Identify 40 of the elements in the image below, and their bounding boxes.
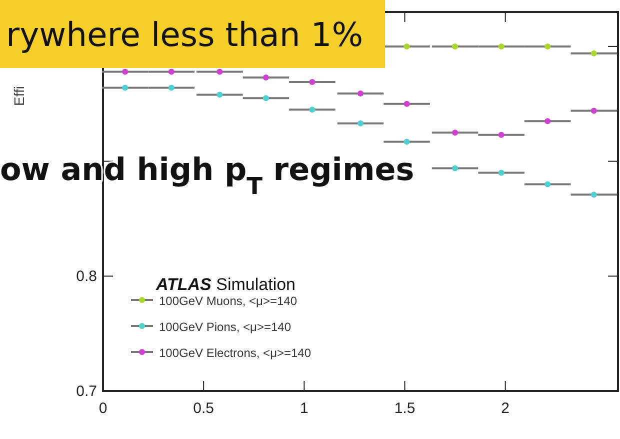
point — [358, 120, 364, 126]
y-tick-label: 0.8 — [76, 268, 97, 286]
point — [590, 108, 597, 114]
x-tick-label: 2 — [501, 400, 510, 417]
point — [452, 130, 458, 136]
x-tick-label: 0 — [98, 400, 108, 417]
point — [404, 138, 410, 145]
point — [452, 165, 458, 172]
x-tick-label: 1 — [300, 400, 308, 417]
x-tick-label: 0.5 — [193, 400, 214, 417]
y-tick-label: 0.7 — [76, 383, 97, 400]
point — [122, 84, 128, 91]
point — [216, 68, 223, 75]
point — [544, 43, 551, 50]
point — [498, 170, 504, 176]
legend-label: 100GeV Muons, <μ>=140 — [159, 294, 298, 308]
point — [309, 106, 316, 113]
y-axis-title: Effi — [11, 86, 27, 106]
annotation: rywhere less than 1% — [6, 15, 364, 54]
x-tick-label: 1.5 — [394, 400, 416, 417]
point — [168, 68, 174, 75]
point — [498, 43, 504, 50]
point — [122, 68, 128, 75]
point — [262, 95, 269, 102]
point — [216, 92, 223, 98]
point — [168, 84, 174, 91]
annotation: ATLAS Simulation — [155, 275, 296, 294]
point — [309, 79, 316, 86]
legend-label: 100GeV Pions, <μ>=140 — [159, 320, 292, 334]
point — [358, 90, 364, 97]
point — [262, 74, 269, 80]
point — [544, 181, 551, 188]
legend-label: 100GeV Electrons, <μ>=140 — [159, 346, 312, 360]
point — [404, 43, 410, 50]
point — [498, 132, 504, 138]
point — [544, 118, 551, 124]
point — [404, 100, 410, 107]
point — [452, 43, 458, 50]
point — [590, 192, 597, 198]
point — [590, 50, 597, 56]
